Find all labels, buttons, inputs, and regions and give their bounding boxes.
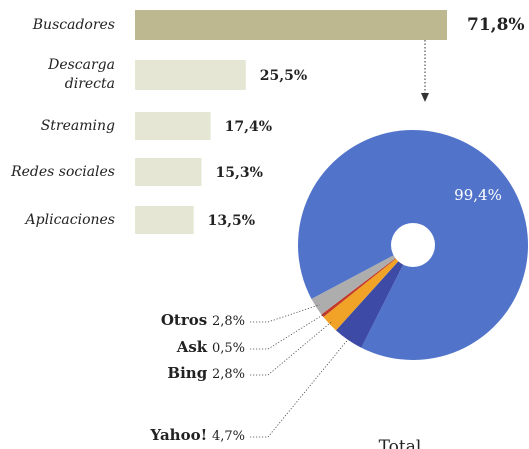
segment-label: Ask 0,5% bbox=[176, 338, 245, 356]
value-label: 13,5% bbox=[208, 213, 255, 229]
value-label: 17,4% bbox=[225, 119, 272, 135]
segment-name: Ask bbox=[176, 338, 208, 356]
leader-line bbox=[250, 304, 320, 323]
category-label: Redes sociales bbox=[11, 163, 115, 180]
leader-line bbox=[250, 336, 351, 438]
leader-line bbox=[250, 312, 326, 350]
bar bbox=[135, 206, 194, 234]
segment-label: Yahoo! 4,7% bbox=[149, 426, 245, 444]
segment-name: Otros bbox=[161, 311, 207, 329]
bar bbox=[135, 10, 447, 40]
segment-value: 4,7% bbox=[212, 429, 245, 444]
segment-label: 99,4% bbox=[454, 186, 502, 204]
category-label: Descarga directa bbox=[48, 57, 115, 92]
bar bbox=[135, 112, 211, 140]
segment-value: 2,8% bbox=[212, 314, 245, 329]
category-label: Streaming bbox=[40, 117, 115, 134]
segment-name: Yahoo! bbox=[149, 426, 207, 444]
donut-segment bbox=[311, 245, 413, 315]
segment-name: Bing bbox=[167, 364, 207, 382]
leader-line bbox=[250, 320, 333, 376]
segment-label: Bing 2,8% bbox=[167, 364, 245, 382]
arrowhead bbox=[421, 93, 429, 102]
donut-segment bbox=[321, 245, 413, 318]
annotation: Total bbox=[379, 437, 422, 449]
category-label: Aplicaciones bbox=[25, 211, 115, 228]
donut-segment bbox=[323, 245, 413, 331]
bar bbox=[135, 60, 246, 90]
value-label: 15,3% bbox=[215, 165, 262, 181]
segment-value: 0,5% bbox=[212, 341, 245, 356]
value-label: 25,5% bbox=[260, 68, 307, 84]
donut-segment bbox=[335, 245, 413, 348]
bar bbox=[135, 158, 202, 186]
value-label: 71,8% bbox=[467, 15, 525, 35]
segment-label: Otros 2,8% bbox=[161, 311, 245, 329]
donut-hole bbox=[391, 223, 435, 267]
segment-value: 2,8% bbox=[212, 367, 245, 382]
category-label: Buscadores bbox=[32, 16, 115, 33]
